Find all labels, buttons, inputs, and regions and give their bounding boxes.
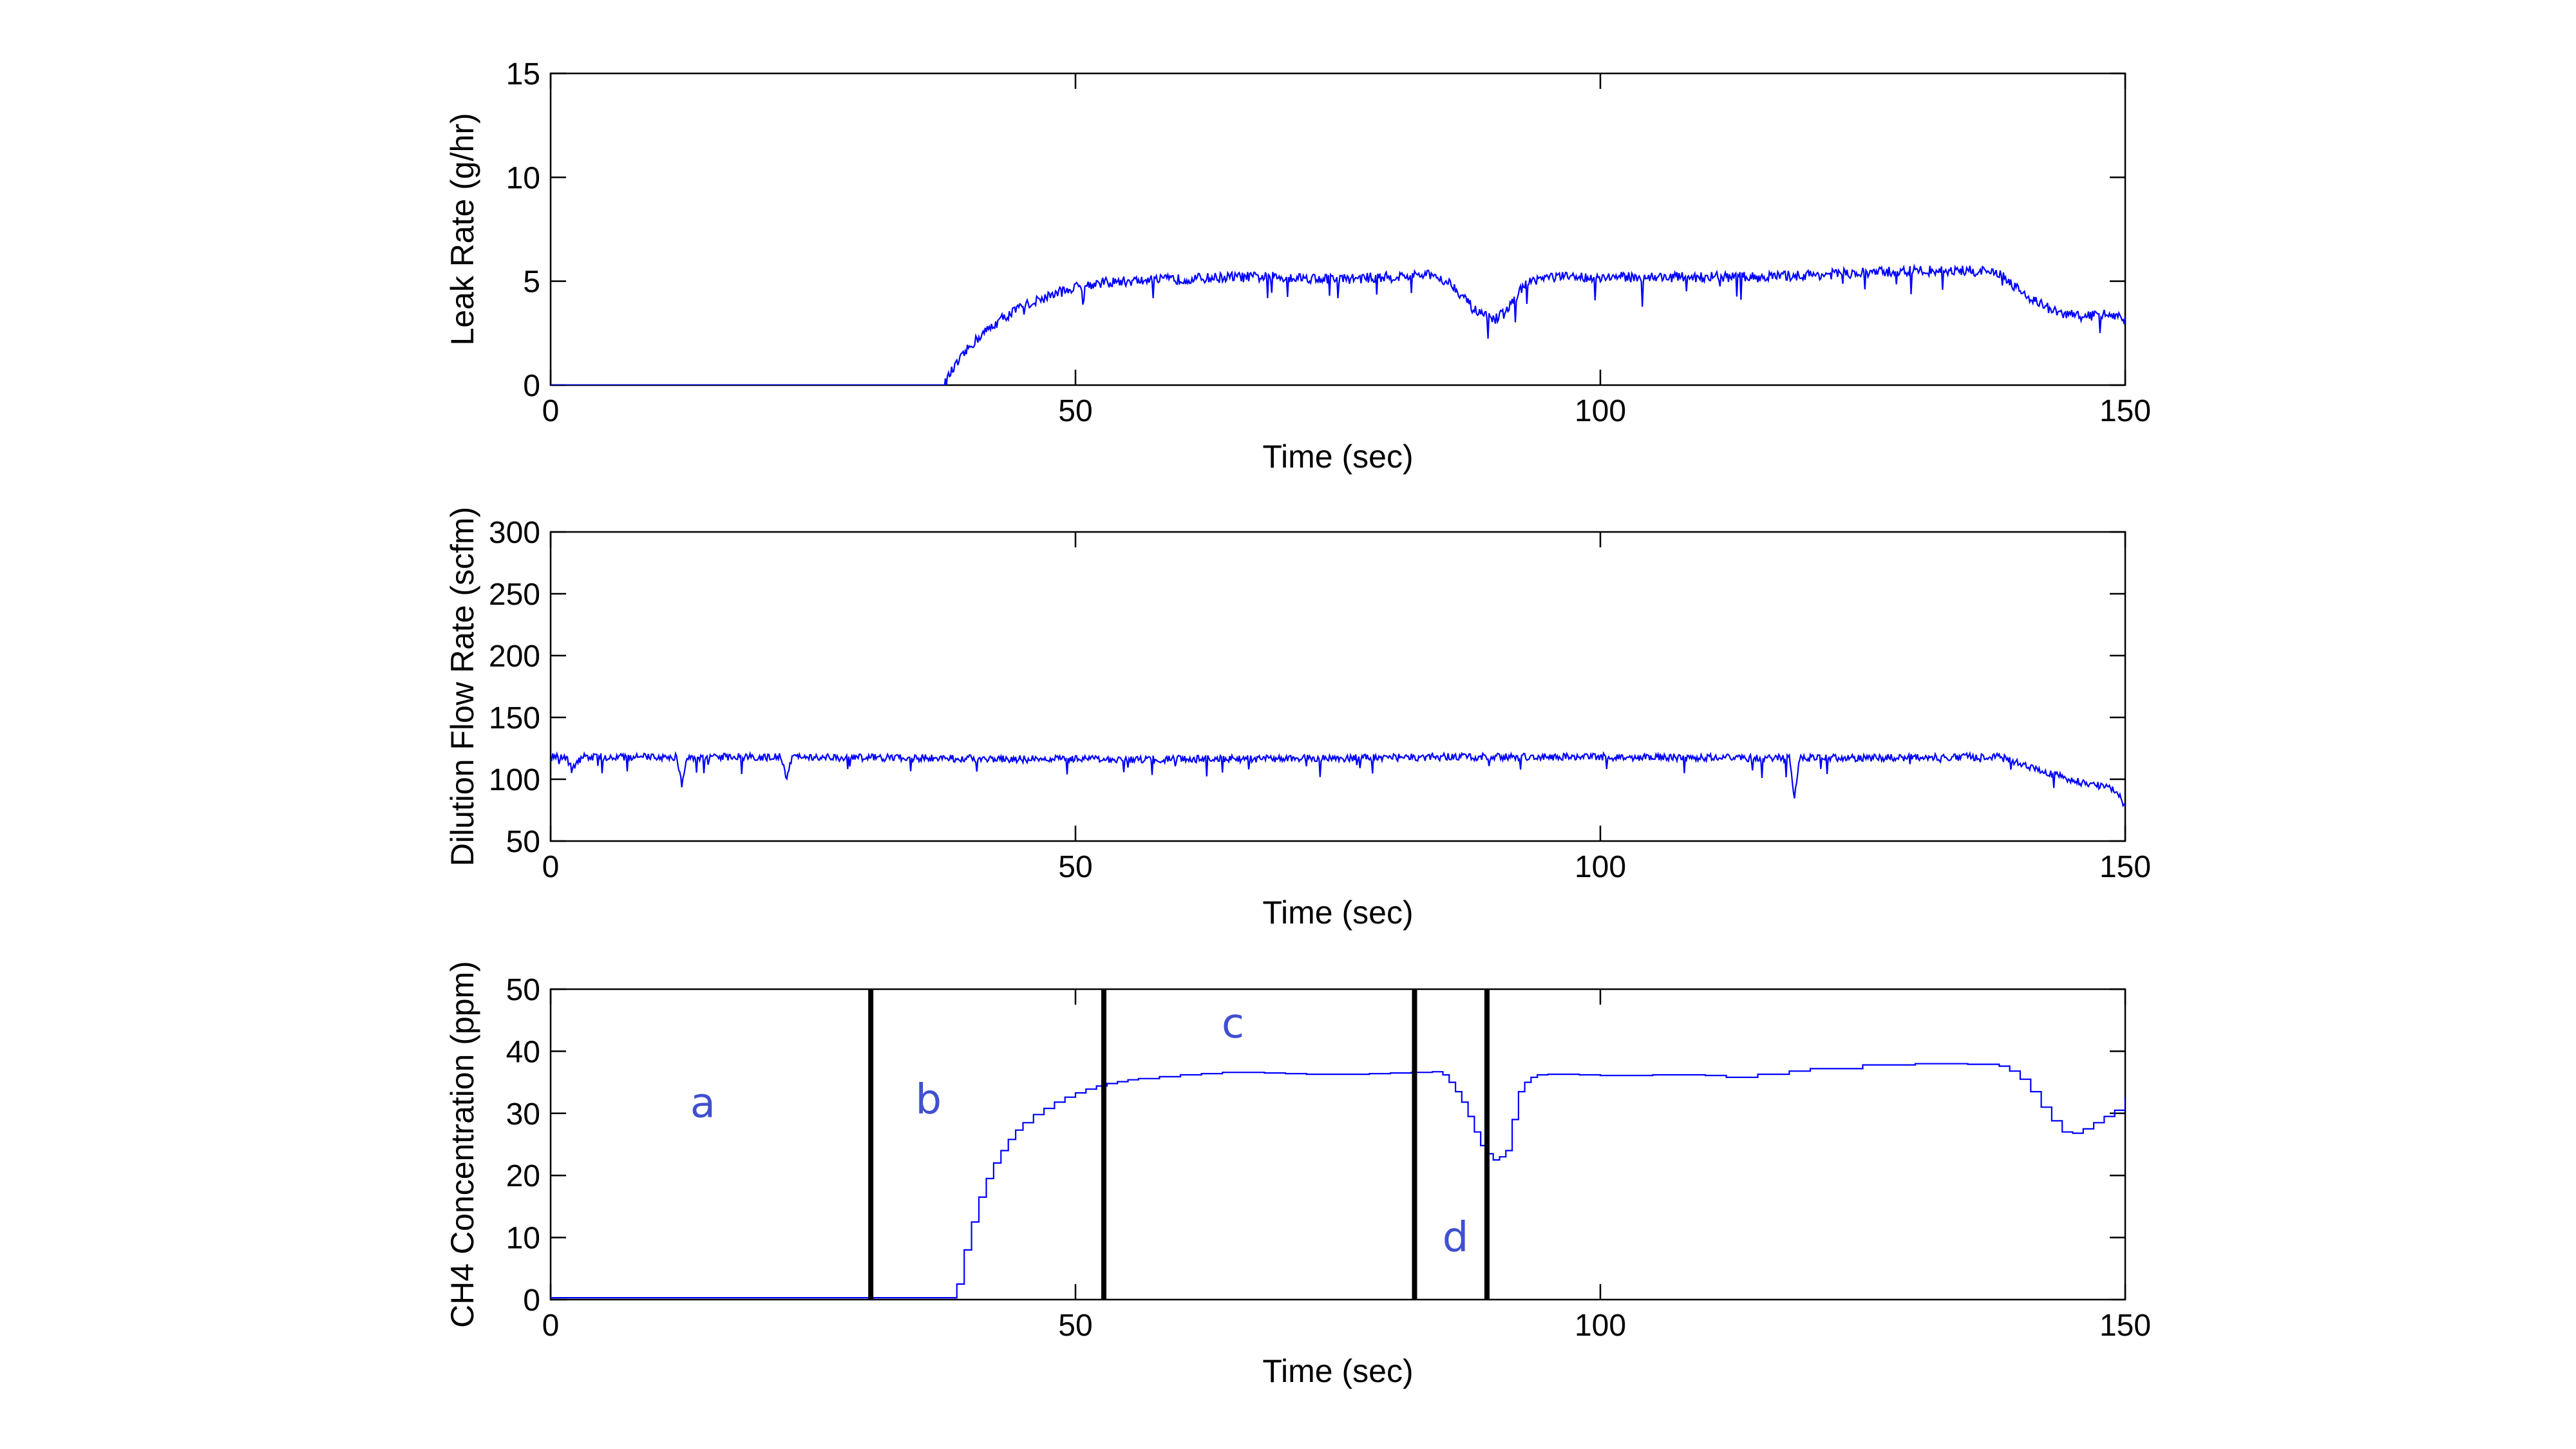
y-tick-label: 30 bbox=[506, 1097, 540, 1132]
x-tick-label: 0 bbox=[542, 850, 560, 884]
x-tick-label: 50 bbox=[1058, 394, 1092, 428]
series-line bbox=[551, 1063, 2125, 1299]
y-tick-label: 0 bbox=[523, 369, 540, 403]
y-tick-label: 250 bbox=[489, 578, 540, 612]
region-label-a: a bbox=[690, 1080, 715, 1128]
y-tick-label: 10 bbox=[506, 161, 540, 195]
y-tick-label: 10 bbox=[506, 1222, 540, 1256]
x-axis-label: Time (sec) bbox=[1262, 1353, 1413, 1389]
region-label-c: c bbox=[1222, 1000, 1244, 1048]
x-tick-label: 150 bbox=[2099, 850, 2151, 884]
x-tick-label: 100 bbox=[1575, 1309, 1626, 1343]
series-line bbox=[551, 263, 2125, 385]
y-tick-label: 50 bbox=[506, 825, 540, 859]
axes-frame bbox=[549, 531, 2126, 842]
y-tick-label: 50 bbox=[506, 973, 540, 1007]
x-tick-label: 50 bbox=[1058, 1309, 1092, 1343]
y-tick-label: 40 bbox=[506, 1035, 540, 1069]
axes-frame bbox=[549, 988, 2126, 1301]
series-line bbox=[551, 751, 2125, 808]
x-axis-label: Time (sec) bbox=[1262, 895, 1413, 931]
y-axis-label: Dilution Flow Rate (scfm) bbox=[444, 507, 480, 866]
y-tick-label: 15 bbox=[506, 57, 540, 91]
x-tick-label: 0 bbox=[542, 394, 560, 428]
x-tick-label: 150 bbox=[2099, 1309, 2151, 1343]
y-tick-label: 200 bbox=[489, 639, 540, 674]
region-label-d: d bbox=[1443, 1214, 1469, 1262]
x-tick-label: 150 bbox=[2099, 394, 2151, 428]
y-tick-label: 5 bbox=[523, 265, 540, 299]
y-axis-label: Leak Rate (g/hr) bbox=[444, 113, 480, 345]
y-tick-label: 300 bbox=[489, 516, 540, 550]
x-tick-label: 0 bbox=[542, 1309, 560, 1343]
y-tick-label: 100 bbox=[489, 763, 540, 797]
y-tick-label: 150 bbox=[489, 701, 540, 735]
y-tick-label: 20 bbox=[506, 1159, 540, 1193]
y-axis-label: CH4 Concentration (ppm) bbox=[444, 961, 480, 1328]
region-label-b: b bbox=[915, 1076, 942, 1124]
leak-rate-panel: 0 50 100 150 0 5 10 15 Time (sec) Leak Rate (g/hr… bbox=[444, 57, 2151, 475]
ch4-concentration-panel: 0 50 100 150 0 10 20 30 40 50 Time (sec) CH4 Concen… bbox=[444, 961, 2151, 1389]
x-tick-label: 100 bbox=[1575, 394, 1626, 428]
axes-frame bbox=[549, 72, 2126, 386]
x-axis-label: Time (sec) bbox=[1262, 439, 1413, 475]
x-tick-label: 100 bbox=[1575, 850, 1626, 884]
y-tick-label: 0 bbox=[523, 1283, 540, 1318]
x-tick-label: 50 bbox=[1058, 850, 1092, 884]
